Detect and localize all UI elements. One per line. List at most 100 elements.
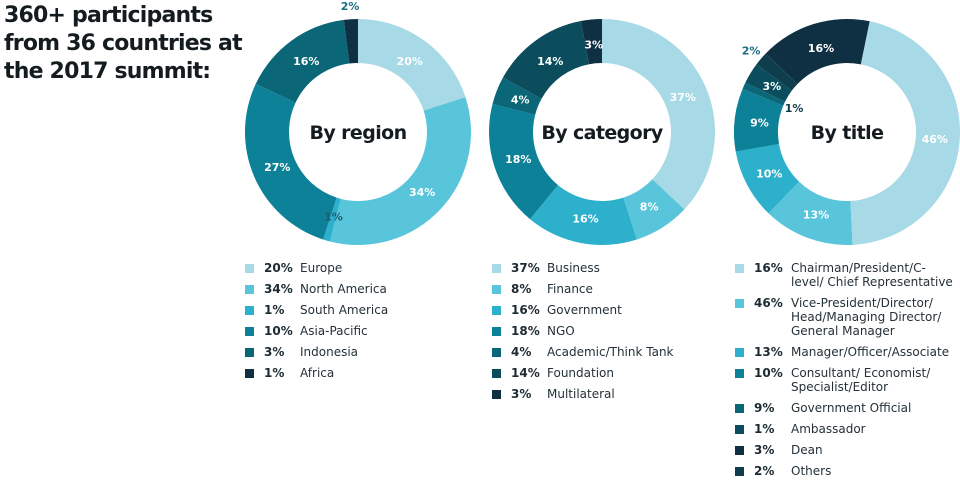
legend-item-business: 37% Business xyxy=(492,261,712,275)
legend-label: NGO xyxy=(547,324,575,338)
donut-slice-africa xyxy=(343,19,358,64)
slice-label-africa: 2% xyxy=(341,0,360,13)
legend-item-europe: 20% Europe xyxy=(245,261,465,275)
donut-slice-manager-officer-associate xyxy=(768,181,853,245)
slice-label-manager-officer-associate: 13% xyxy=(803,208,829,221)
slice-label-indonesia: 16% xyxy=(293,55,319,68)
legend-swatch xyxy=(492,306,501,315)
legend-percent: 34% xyxy=(264,282,293,296)
legend-label: Business xyxy=(547,261,600,275)
legend-item-foundation: 14% Foundation xyxy=(492,366,712,380)
legend-swatch xyxy=(245,369,254,378)
slice-label-europe: 20% xyxy=(397,55,423,68)
chart-title: By title xyxy=(811,122,884,144)
legend-swatch xyxy=(245,285,254,294)
slice-label-dean: 3% xyxy=(763,80,782,93)
legend-swatch xyxy=(735,264,744,273)
legend-percent: 3% xyxy=(264,345,285,359)
legend-item-south-america: 1% South America xyxy=(245,303,465,317)
headline: 360+ participants from 36 countries at t… xyxy=(4,3,243,84)
legend-item-government-official: 9% Government Official xyxy=(735,401,957,415)
legend-item-consultant-economist-specialist-editor: 10% Consultant/ Economist/ Specialist/Edi… xyxy=(735,366,957,394)
legend-item-vice-president-director-head-managing-director-general-manager: 46% Vice-President/Director/ Head/Managin… xyxy=(735,296,957,338)
donut-slice-multilateral xyxy=(580,19,602,65)
legend-label: Europe xyxy=(300,261,343,275)
slice-label-chairman-president-c-level-chief-representative: 16% xyxy=(808,42,834,55)
slice-label-academic-think-tank: 4% xyxy=(511,94,530,107)
slice-label-north-america: 34% xyxy=(409,186,435,199)
legend-percent: 10% xyxy=(754,366,783,380)
legend-swatch xyxy=(492,327,501,336)
legend-swatch xyxy=(245,348,254,357)
legend-item-manager-officer-associate: 13% Manager/Officer/Associate xyxy=(735,345,957,359)
legend-percent: 46% xyxy=(754,296,783,310)
donut-slice-ngo xyxy=(489,103,559,220)
slice-label-ngo: 18% xyxy=(505,153,531,166)
donut-slice-government-official xyxy=(734,88,784,152)
donut-slice-academic-think-tank xyxy=(492,77,542,115)
legend-percent: 37% xyxy=(511,261,540,275)
legend-percent: 1% xyxy=(264,303,285,317)
legend-label: Consultant/ Economist/ Specialist/Editor xyxy=(791,366,931,394)
legend-item-africa: 1% Africa xyxy=(245,366,465,380)
legend-percent: 9% xyxy=(754,401,775,415)
slice-label-multilateral: 3% xyxy=(584,38,603,51)
legend-label: Academic/Think Tank xyxy=(547,345,674,359)
legend-percent: 8% xyxy=(511,282,532,296)
legend-item-finance: 8% Finance xyxy=(492,282,712,296)
legend-label: Foundation xyxy=(547,366,614,380)
legend-swatch xyxy=(492,264,501,273)
legend-label: Ambassador xyxy=(791,422,866,436)
donut-slice-foundation xyxy=(502,21,590,99)
legend-swatch xyxy=(735,299,744,308)
legend-by-title: 16% Chairman/President/C-level/ Chief Rep… xyxy=(735,261,957,485)
legend-label: Government xyxy=(547,303,622,317)
slice-label-ambassador: 1% xyxy=(785,102,804,115)
legend-swatch xyxy=(492,348,501,357)
legend-label: Finance xyxy=(547,282,593,296)
legend-label: Indonesia xyxy=(300,345,359,359)
donut-slice-asia-pacific xyxy=(244,83,337,240)
legend-item-academic-think-tank: 4% Academic/Think Tank xyxy=(492,345,712,359)
legend-percent: 18% xyxy=(511,324,540,338)
legend-item-dean: 3% Dean xyxy=(735,443,957,457)
donut-slice-government xyxy=(529,185,637,245)
legend-item-north-america: 34% North America xyxy=(245,282,465,296)
slice-label-government: 16% xyxy=(572,212,598,225)
legend-label: Dean xyxy=(791,443,823,457)
legend-swatch xyxy=(492,285,501,294)
legend-label: Chairman/President/C-level/ Chief Repres… xyxy=(791,261,953,289)
legend-swatch xyxy=(735,446,744,455)
chart-title: By category xyxy=(541,122,664,144)
donut-slice-south-america xyxy=(323,197,341,242)
donut-chart-by-title: 16% 46% 13% 10% 9% 1%3% 2% By title xyxy=(734,19,960,245)
donut-slice-business xyxy=(602,19,715,210)
legend-item-ngo: 18% NGO xyxy=(492,324,712,338)
legend-item-chairman-president-c-level-chief-representative: 16% Chairman/President/C-level/ Chief Rep… xyxy=(735,261,957,289)
legend-label: Vice-President/Director/ Head/Managing D… xyxy=(791,296,942,338)
legend-percent: 13% xyxy=(754,345,783,359)
donut-slice-chairman-president-c-level-chief-representative xyxy=(765,19,870,85)
legend-label: North America xyxy=(300,282,387,296)
donut-slice-europe xyxy=(358,19,466,111)
legend-percent: 4% xyxy=(511,345,532,359)
slice-label-foundation: 14% xyxy=(537,55,563,68)
legend-item-government: 16% Government xyxy=(492,303,712,317)
slice-label-vice-president-director-head-managing-director-general-manager: 46% xyxy=(922,133,948,146)
legend-by-region: 20% Europe 34% North America 1% South America… xyxy=(245,261,465,387)
slice-label-asia-pacific: 27% xyxy=(264,161,290,174)
chart-title: By region xyxy=(309,122,406,144)
legend-percent: 16% xyxy=(754,261,783,275)
legend-percent: 16% xyxy=(511,303,540,317)
slice-label-others: 2% xyxy=(742,44,761,57)
legend-label: South America xyxy=(300,303,389,317)
slice-label-government-official: 9% xyxy=(750,116,769,129)
legend-percent: 14% xyxy=(511,366,540,380)
donut-slice-indonesia xyxy=(255,19,350,103)
legend-percent: 1% xyxy=(264,366,285,380)
legend-percent: 3% xyxy=(511,387,532,401)
legend-percent: 10% xyxy=(264,324,293,338)
donut-slice-vice-president-director-head-managing-director-general-manager xyxy=(850,21,960,245)
donut-chart-by-region: 20% 34% 1% 27% 16% 2% By region xyxy=(244,0,471,245)
legend-percent: 3% xyxy=(754,443,775,457)
